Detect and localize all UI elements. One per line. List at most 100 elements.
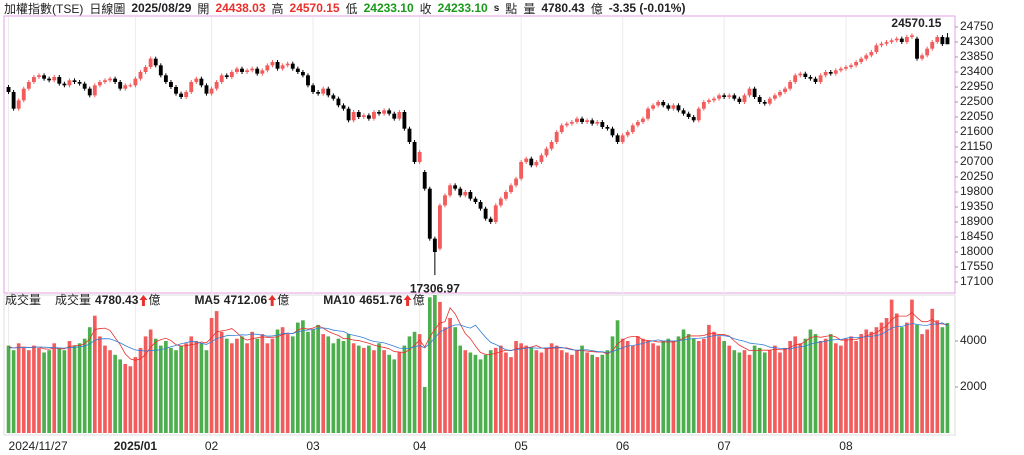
volume-bar [600, 354, 605, 433]
volume-bar [255, 338, 260, 433]
volume-bar [199, 343, 204, 433]
candle-body [245, 70, 250, 72]
candle-body [174, 87, 178, 94]
candle-body [123, 85, 128, 89]
volume-bar [98, 336, 102, 433]
open-label: 開 [197, 1, 210, 16]
volume-bar [646, 341, 650, 433]
volume-bar [768, 350, 772, 433]
volume-bar [839, 345, 843, 433]
candle-body [732, 95, 737, 99]
volume-bar [803, 338, 808, 433]
volume-bar [169, 347, 173, 433]
candle-body [869, 52, 874, 56]
volume-bar [773, 345, 777, 433]
candle-body [686, 113, 691, 117]
volume-bar [351, 343, 356, 433]
candle-body [595, 122, 600, 124]
volume-bar [554, 345, 559, 433]
candle-body [346, 108, 351, 121]
candle-body [803, 73, 808, 77]
candle-body [600, 122, 605, 127]
volume-bar [397, 352, 402, 433]
candle-body [615, 135, 620, 142]
candle-body [915, 38, 919, 59]
legend-value: 4712.06 [224, 293, 268, 307]
candle-body [108, 78, 112, 81]
candle-body [448, 185, 453, 196]
candle-body [742, 95, 747, 102]
candle-body [813, 78, 818, 82]
volume-bar [828, 334, 833, 433]
volume-bar [823, 338, 828, 433]
candle-body [945, 37, 950, 45]
candle-body [219, 75, 224, 82]
volume-bar [245, 343, 249, 433]
volume-label: 量 [523, 1, 536, 16]
candle-body [184, 92, 189, 97]
candle-body [275, 62, 280, 69]
min-label: 17306.97 [410, 281, 460, 295]
candle-body [224, 75, 229, 77]
candle-body [910, 35, 914, 37]
candle-body [118, 82, 123, 89]
x-tick-label: 04 [413, 439, 427, 453]
candle-body [935, 37, 940, 42]
x-tick-label: 08 [839, 439, 853, 453]
candle-body [199, 78, 204, 86]
volume-bar [301, 320, 305, 433]
candle-body [158, 65, 163, 76]
volume-bar [869, 331, 874, 433]
candle-body [331, 95, 336, 99]
y-tick-label: 23400 [960, 64, 994, 78]
volume-bar [818, 341, 823, 433]
volume-bar [341, 341, 346, 433]
candle-body [509, 185, 513, 192]
volume-bar [534, 350, 539, 433]
candle-body [762, 102, 767, 104]
volume-bar [153, 338, 158, 433]
volume-bar [727, 345, 732, 433]
candle-body [407, 128, 412, 142]
volume-bar [214, 311, 219, 433]
candle-body [625, 132, 630, 136]
volume-bar [798, 343, 803, 433]
volume-bar [813, 334, 818, 433]
candle-body [412, 142, 417, 162]
y-tick-label: 23850 [960, 49, 994, 63]
volume-bar [504, 352, 508, 433]
candle-body [798, 73, 803, 76]
y-tick-label: 18900 [960, 214, 994, 228]
volume-bar [285, 334, 290, 433]
date: 2025/08/29 [131, 1, 192, 15]
candle-body [62, 83, 67, 86]
candle-body [21, 88, 26, 101]
candle-body [443, 195, 447, 206]
volume-bar [113, 354, 117, 433]
legend-value: 4780.43 [95, 293, 139, 307]
candle-body [483, 208, 488, 219]
candle-body [77, 82, 82, 84]
candle-body [82, 83, 87, 89]
volume-bar [67, 341, 72, 433]
candle-body [580, 118, 584, 122]
volume-bar [240, 336, 244, 433]
candle-body [473, 198, 478, 202]
candle-body [234, 68, 239, 72]
close-label: 收 [419, 1, 432, 16]
x-tick-label: 07 [717, 439, 731, 453]
volume-bar [595, 357, 600, 433]
max-label: 24570.15 [891, 16, 941, 30]
legend-name: MA10 [323, 293, 355, 307]
volume-bar [47, 350, 51, 433]
candle-body [163, 75, 168, 82]
volume-bar [656, 345, 660, 433]
candle-body [229, 72, 234, 77]
candle-body [823, 72, 828, 76]
candle-body [925, 48, 930, 56]
candle-body [113, 78, 118, 82]
volume-bar [630, 345, 635, 433]
quote-header: 加權指數(TSE) 日線圖 2025/08/29 開 24438.03 高 2457… [4, 0, 685, 16]
volume-bar [544, 347, 549, 433]
candle-body [57, 77, 62, 84]
